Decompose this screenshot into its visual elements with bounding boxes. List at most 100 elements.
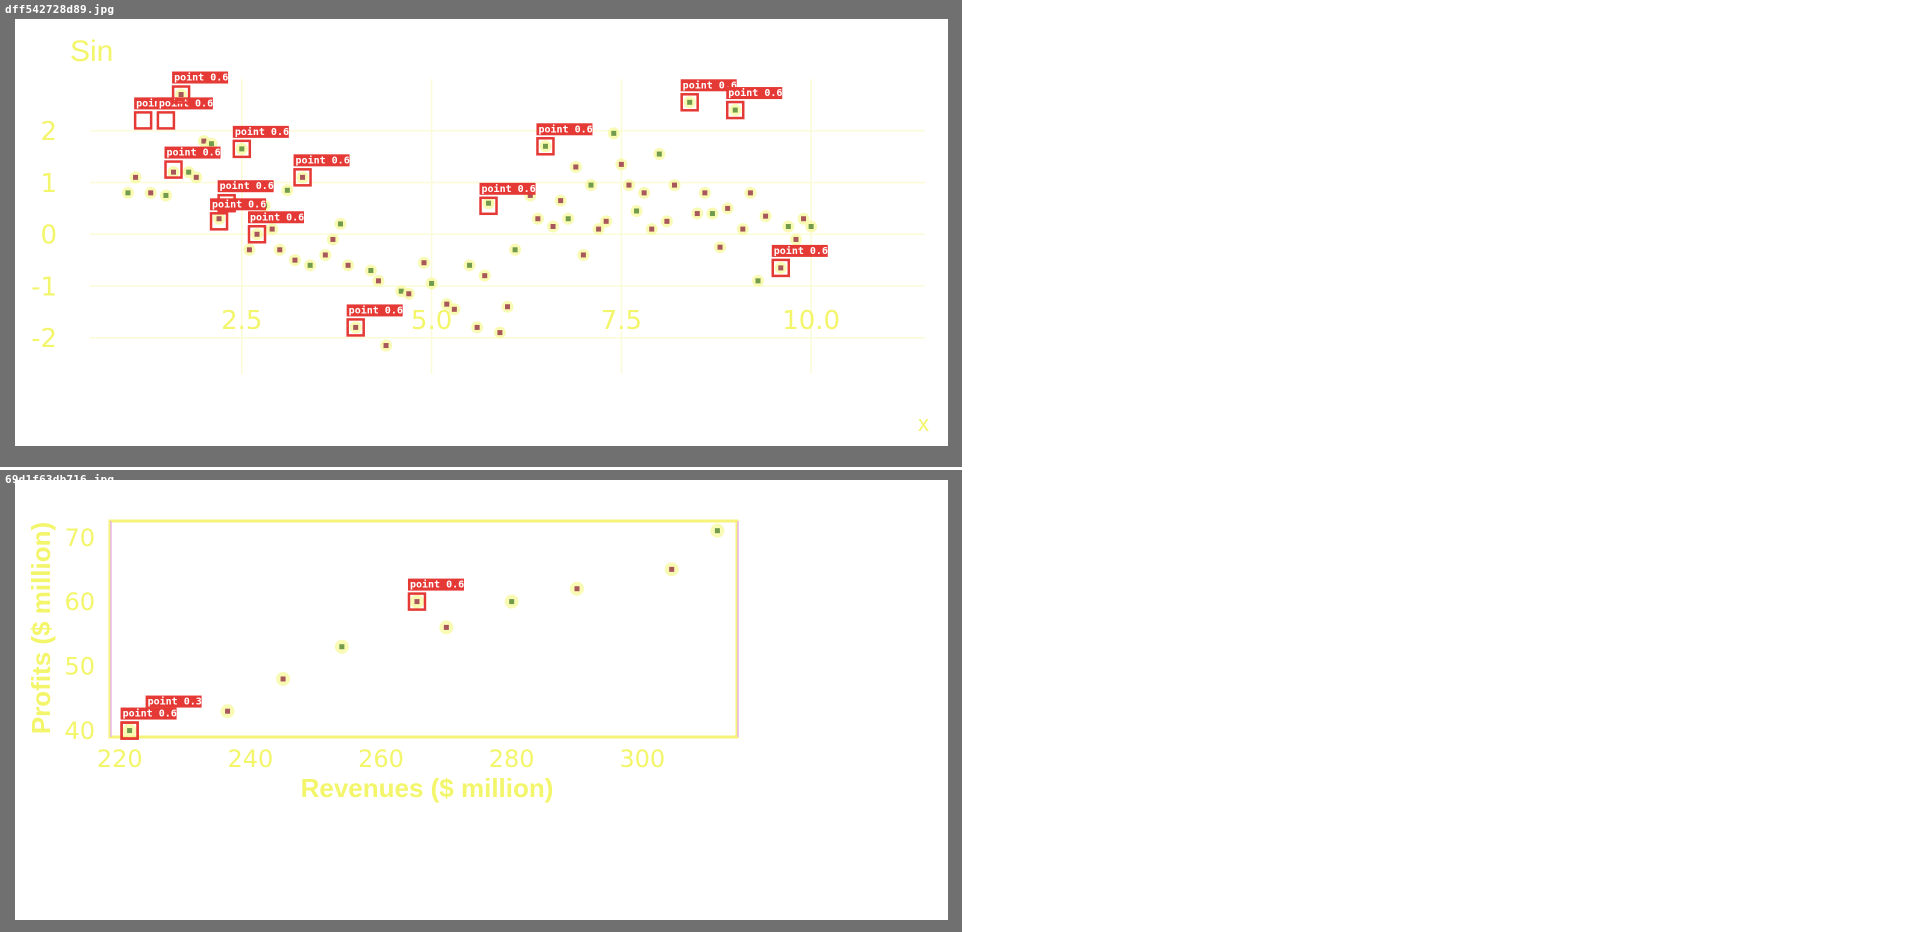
data-point	[277, 247, 283, 253]
data-point	[171, 169, 176, 175]
detection-rect	[133, 111, 153, 130]
x-tick-label: 10.0	[782, 306, 840, 336]
data-point	[269, 226, 275, 232]
detection-rect	[293, 168, 312, 187]
x-tick-label: 7.5	[601, 306, 642, 336]
data-point	[421, 260, 427, 266]
data-point	[618, 161, 624, 167]
data-point	[778, 265, 784, 271]
data-point	[801, 216, 807, 222]
data-point	[444, 301, 450, 307]
detection-box: point 0.6	[232, 125, 289, 159]
data-point	[542, 143, 548, 149]
data-point	[634, 208, 640, 214]
detection-box: point 0.6	[536, 123, 593, 156]
data-point	[664, 218, 670, 224]
detection-label-bg	[120, 707, 177, 720]
data-point	[193, 174, 199, 180]
detection-label: point 0.6	[250, 211, 304, 223]
data-point	[588, 182, 594, 188]
x-tick-label: 240	[228, 745, 274, 773]
data-point	[725, 205, 731, 211]
y-axis-label: Profits ($ million)	[26, 522, 56, 734]
detection-rect	[171, 85, 191, 104]
panel-filename: dff542728d89.jpg	[5, 3, 115, 16]
detection-label: point 0.6	[728, 87, 782, 99]
data-point	[550, 224, 556, 229]
x-tick-label: 2.5	[221, 306, 262, 336]
chart-title: Sin	[70, 35, 113, 68]
data-point	[186, 169, 192, 175]
data-point	[573, 164, 579, 170]
y-tick-label: 2	[40, 117, 57, 147]
detection-box: point 0.6	[680, 79, 737, 112]
data-point	[292, 257, 298, 263]
detection-label: point 0.6	[349, 304, 403, 316]
detection-label-bg	[536, 123, 593, 136]
data-point	[330, 236, 336, 242]
data-point	[497, 330, 503, 336]
data-point	[687, 99, 693, 105]
chart-canvas: 220 240 260 280 300 40 50 60 70 Revenues ($ milli…	[15, 480, 948, 920]
x-tick-label: 5.0	[411, 306, 452, 336]
data-point	[414, 599, 420, 605]
data-point	[322, 252, 328, 258]
data-point	[649, 226, 655, 232]
y-tick-label: 70	[64, 524, 95, 552]
data-point	[246, 247, 252, 253]
detection-label: point 0.6	[482, 183, 536, 195]
data-point	[127, 728, 133, 734]
y-tick-label: -2	[31, 324, 57, 354]
data-point	[474, 324, 480, 330]
detection-label-bg	[210, 198, 267, 211]
data-point	[125, 190, 131, 196]
data-point	[368, 267, 374, 273]
data-point	[280, 676, 286, 682]
data-point	[345, 262, 351, 268]
data-point	[596, 226, 602, 232]
data-point	[808, 224, 814, 229]
data-point	[512, 247, 518, 253]
grid	[90, 79, 925, 374]
data-point	[709, 211, 715, 217]
data-point	[375, 278, 381, 284]
detection-label: point 0.6	[174, 72, 228, 84]
detection-box: point 0.3	[120, 695, 202, 740]
data-point	[339, 644, 345, 650]
detection-label-bg	[248, 211, 304, 224]
image-panel-2: 69d1f63db716.jpg 22024026028030040506070…	[0, 470, 962, 932]
detection-label: point 0.6	[123, 708, 177, 720]
x-axis-label: x	[918, 411, 929, 436]
detection-rect	[536, 137, 555, 156]
detection-label: point 0.6	[212, 198, 266, 210]
detection-rect	[479, 196, 498, 216]
data-point	[509, 599, 515, 605]
x-tick-label: 220	[97, 745, 143, 773]
detection-rect	[120, 721, 139, 740]
detection-label: point 0.6	[683, 79, 737, 91]
data-point	[732, 107, 738, 113]
detection-rect	[156, 111, 176, 130]
data-point	[254, 231, 260, 237]
data-point	[656, 151, 662, 157]
data-point	[505, 304, 510, 310]
data-point	[717, 244, 723, 250]
detection-label-bg	[172, 71, 229, 84]
data-point	[383, 343, 389, 349]
data-point	[482, 273, 488, 279]
detection-label-bg	[680, 79, 737, 92]
y-tick-label: 40	[64, 717, 95, 745]
detection-label: point 0.6	[296, 154, 350, 166]
data-point	[429, 280, 435, 286]
detection-label-bg	[145, 695, 202, 708]
detection-label-bg	[726, 87, 783, 100]
detection-rect	[209, 212, 229, 231]
data-points	[122, 523, 725, 738]
detection-rect	[771, 258, 791, 278]
detection-rect	[680, 93, 699, 112]
data-point	[451, 306, 457, 312]
x-tick-label: 260	[358, 745, 404, 773]
detection-label-bg	[479, 182, 536, 195]
detection-box: point 0.6	[479, 182, 536, 216]
detection-label-bg	[346, 304, 403, 317]
